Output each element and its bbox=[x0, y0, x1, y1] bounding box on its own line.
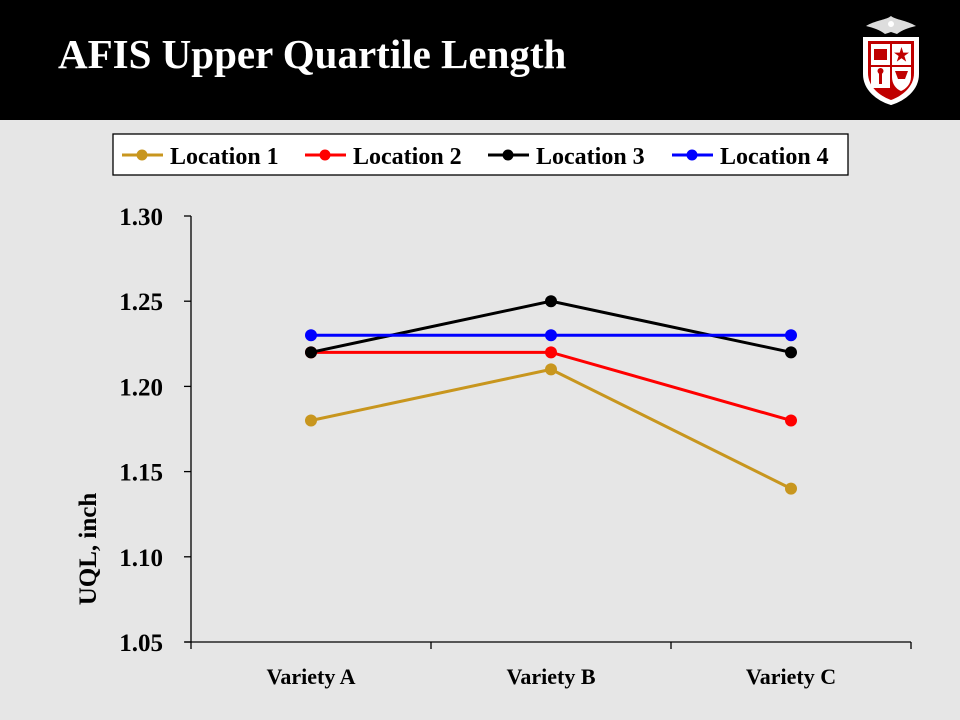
y-tick-label: 1.30 bbox=[119, 204, 163, 231]
x-ticks: Variety A Variety B Variety C bbox=[190, 642, 912, 689]
series-group bbox=[305, 295, 797, 495]
data-point bbox=[305, 346, 317, 359]
series-line bbox=[311, 350, 792, 422]
series-location-1 bbox=[305, 363, 797, 495]
data-point bbox=[545, 329, 557, 342]
series-line bbox=[310, 367, 792, 490]
legend-label: Location 1 bbox=[170, 144, 279, 170]
legend: Location 1 Location 2 Location 3 Location 4 bbox=[122, 144, 829, 170]
data-point bbox=[545, 363, 557, 376]
legend-label: Location 2 bbox=[353, 144, 462, 170]
header-bar: AFIS Upper Quartile Length bbox=[0, 0, 960, 120]
y-tick-label: 1.05 bbox=[119, 630, 163, 657]
y-tick-label: 1.15 bbox=[119, 460, 163, 487]
legend-swatch-marker bbox=[319, 149, 331, 161]
line-chart: Location 1 Location 2 Location 3 Location 4… bbox=[75, 133, 912, 689]
legend-label: Location 3 bbox=[536, 144, 645, 170]
series-line bbox=[310, 299, 792, 354]
legend-swatch-marker bbox=[686, 149, 698, 161]
page-title: AFIS Upper Quartile Length bbox=[58, 31, 567, 77]
y-axis-label: UQL, inch bbox=[75, 493, 102, 606]
data-point bbox=[785, 482, 797, 495]
data-point bbox=[305, 329, 317, 342]
legend-swatch-marker bbox=[136, 149, 148, 161]
y-tick-label: 1.10 bbox=[119, 545, 163, 572]
legend-label: Location 4 bbox=[720, 144, 829, 170]
y-tick-label: 1.25 bbox=[119, 289, 163, 316]
x-tick-label: Variety C bbox=[746, 664, 836, 689]
data-point bbox=[545, 295, 557, 308]
data-point bbox=[545, 346, 557, 359]
legend-box bbox=[112, 133, 849, 176]
legend-swatch-marker bbox=[502, 149, 514, 161]
data-point bbox=[785, 329, 797, 342]
x-tick-label: Variety B bbox=[506, 664, 595, 689]
x-tick-label: Variety A bbox=[266, 664, 355, 689]
texas-tech-shield-icon bbox=[863, 16, 919, 106]
y-ticks: 1.05 1.10 1.15 1.20 1.25 1.30 bbox=[119, 204, 191, 657]
data-point bbox=[785, 414, 797, 427]
y-tick-label: 1.20 bbox=[119, 374, 163, 401]
series-location-2 bbox=[305, 346, 797, 427]
data-point bbox=[785, 346, 797, 359]
series-location-4 bbox=[305, 329, 797, 342]
data-point bbox=[305, 414, 317, 427]
